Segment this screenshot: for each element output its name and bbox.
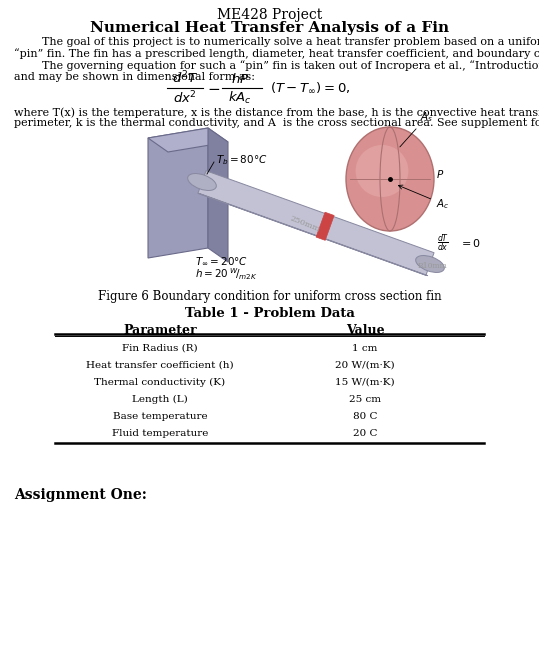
Text: Table 1 - Problem Data: Table 1 - Problem Data (184, 307, 355, 320)
Text: $hP$: $hP$ (231, 72, 249, 86)
Text: Value: Value (345, 324, 384, 337)
Ellipse shape (416, 256, 444, 272)
Text: 15 W/(m·K): 15 W/(m·K) (335, 378, 395, 387)
Text: Base temperature: Base temperature (113, 412, 208, 421)
Polygon shape (208, 128, 228, 262)
Text: where T(x) is the temperature, x is the distance from the base, h is the convect: where T(x) is the temperature, x is the … (14, 107, 539, 117)
Text: $kA_c$: $kA_c$ (228, 90, 252, 106)
Polygon shape (316, 213, 334, 240)
Text: Figure 6 Boundary condition for uniform cross section fin: Figure 6 Boundary condition for uniform … (98, 290, 441, 303)
Text: Parameter: Parameter (123, 324, 197, 337)
Text: perimeter, k is the thermal conductivity, and A  is the cross sectional area. Se: perimeter, k is the thermal conductivity… (14, 119, 539, 129)
Text: Numerical Heat Transfer Analysis of a Fin: Numerical Heat Transfer Analysis of a Fi… (90, 21, 449, 35)
Text: 25 cm: 25 cm (349, 395, 381, 404)
Ellipse shape (346, 127, 434, 231)
Text: 250mm: 250mm (289, 215, 321, 234)
Text: $P$: $P$ (436, 168, 444, 180)
Text: Heat transfer coefficient (h): Heat transfer coefficient (h) (86, 361, 234, 370)
Text: $= 0$: $= 0$ (459, 237, 481, 249)
Text: Assignment One:: Assignment One: (14, 488, 147, 502)
Text: $A_c$: $A_c$ (398, 185, 450, 211)
Text: $\frac{dT}{dx}$: $\frac{dT}{dx}$ (437, 232, 449, 254)
Text: Fin Radius (R): Fin Radius (R) (122, 344, 198, 353)
Text: $-$: $-$ (208, 81, 220, 95)
Text: 20 C: 20 C (353, 429, 377, 438)
Ellipse shape (356, 145, 409, 197)
Text: “pin” fin. The fin has a prescribed length, diameter, heat transfer coefficient,: “pin” fin. The fin has a prescribed leng… (14, 49, 539, 59)
Text: 1 cm: 1 cm (353, 344, 378, 353)
Text: $dx^2$: $dx^2$ (173, 90, 197, 106)
Text: $T_b=80°C$: $T_b=80°C$ (216, 153, 267, 167)
Text: ME428 Project: ME428 Project (217, 8, 322, 22)
Polygon shape (198, 194, 428, 276)
Text: $T_\infty= 20°C$: $T_\infty= 20°C$ (195, 255, 248, 267)
Text: 80 C: 80 C (353, 412, 377, 421)
Text: R10mm: R10mm (418, 262, 448, 270)
Text: $d^2T$: $d^2T$ (172, 70, 198, 86)
Text: $h = 20\,^W\!/_{m2K}$: $h = 20\,^W\!/_{m2K}$ (195, 266, 258, 282)
Text: Thermal conductivity (K): Thermal conductivity (K) (94, 378, 225, 387)
Polygon shape (148, 128, 228, 152)
Polygon shape (148, 128, 208, 258)
Text: 20 W/(m·K): 20 W/(m·K) (335, 361, 395, 370)
Ellipse shape (188, 174, 216, 190)
Text: The governing equation for such a “pin” fin is taken out of Incropera et al., “I: The governing equation for such a “pin” … (14, 60, 539, 71)
Text: $A_s$: $A_s$ (400, 110, 433, 147)
Text: The goal of this project is to numerically solve a heat transfer problem based o: The goal of this project is to numerical… (14, 37, 539, 47)
Text: $(T-T_\infty)=0,$: $(T-T_\infty)=0,$ (270, 81, 350, 95)
Text: Length (L): Length (L) (132, 395, 188, 404)
Text: Fluid temperature: Fluid temperature (112, 429, 208, 438)
Text: and may be shown in dimensional form as:: and may be shown in dimensional form as: (14, 72, 255, 81)
Polygon shape (198, 171, 434, 276)
